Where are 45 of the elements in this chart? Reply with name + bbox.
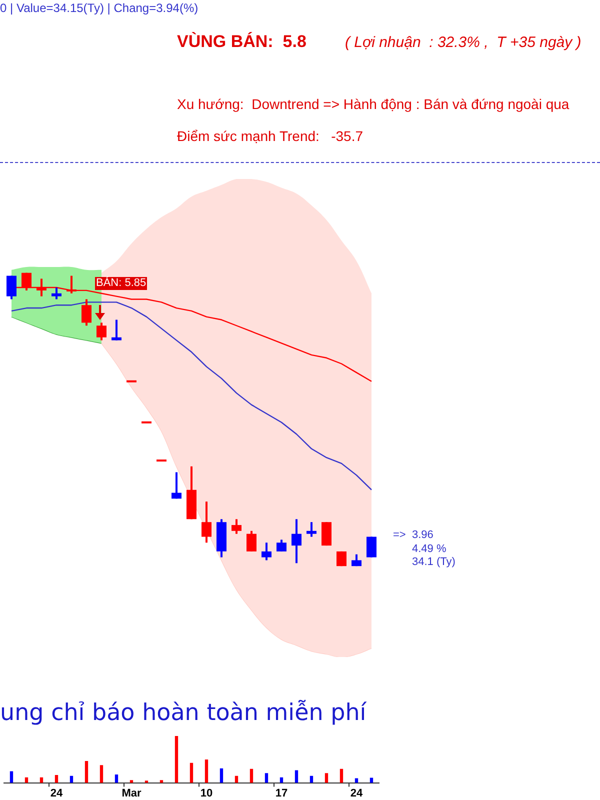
bar bbox=[114, 774, 118, 783]
bar bbox=[174, 736, 178, 783]
bar bbox=[250, 768, 254, 783]
text: ( Lợi nhuận : 32.3% , T +35 ngày ) bbox=[345, 34, 582, 52]
text: 0 | Value=34.15(Ty) | Chang=3.94(%) bbox=[0, 1, 198, 16]
candlestick bbox=[82, 298, 92, 327]
candlestick bbox=[6, 274, 16, 300]
text: ung chỉ báo hoàn toàn miễn phí bbox=[0, 700, 366, 726]
x-tick-label: 24 bbox=[350, 787, 364, 800]
candlestick bbox=[292, 518, 302, 564]
text: 34.1 (Ty) bbox=[412, 556, 456, 569]
x-tick-label: Mar bbox=[122, 787, 142, 800]
bar bbox=[100, 765, 104, 783]
bar bbox=[324, 773, 328, 783]
bar bbox=[70, 776, 74, 783]
bar bbox=[54, 774, 58, 783]
bar bbox=[264, 773, 268, 783]
candlestick bbox=[52, 286, 62, 300]
candlestick bbox=[172, 471, 182, 500]
text: => 3.96 bbox=[393, 529, 434, 542]
x-tick-label: 24 bbox=[50, 787, 64, 800]
bar bbox=[310, 776, 314, 783]
bar bbox=[234, 776, 238, 783]
annotation: BÁN: 5.85 bbox=[95, 277, 148, 290]
text: Xu hướng: Downtrend => Hành động : Bán và đứng ngoài qua bbox=[177, 96, 570, 112]
text: Điểm sức mạnh Trend: -35.7 bbox=[177, 128, 363, 144]
text: VÙNG BÁN: 5.8 bbox=[177, 32, 306, 52]
bar bbox=[294, 770, 298, 783]
bar bbox=[220, 768, 224, 783]
candlestick bbox=[306, 521, 316, 538]
candlestick bbox=[246, 530, 256, 552]
x-tick-label: 17 bbox=[275, 787, 288, 800]
candlestick bbox=[262, 542, 272, 562]
candlestick bbox=[232, 518, 242, 535]
bar bbox=[190, 762, 194, 783]
text: 4.49 % bbox=[412, 543, 446, 556]
candlestick bbox=[276, 538, 286, 552]
bar bbox=[204, 760, 208, 783]
candlestick bbox=[112, 318, 122, 342]
bar bbox=[10, 771, 14, 783]
bar bbox=[84, 760, 88, 783]
x-tick-label: 10 bbox=[200, 787, 213, 800]
candlestick bbox=[96, 322, 106, 342]
candlestick bbox=[202, 500, 212, 544]
bar bbox=[340, 768, 344, 783]
